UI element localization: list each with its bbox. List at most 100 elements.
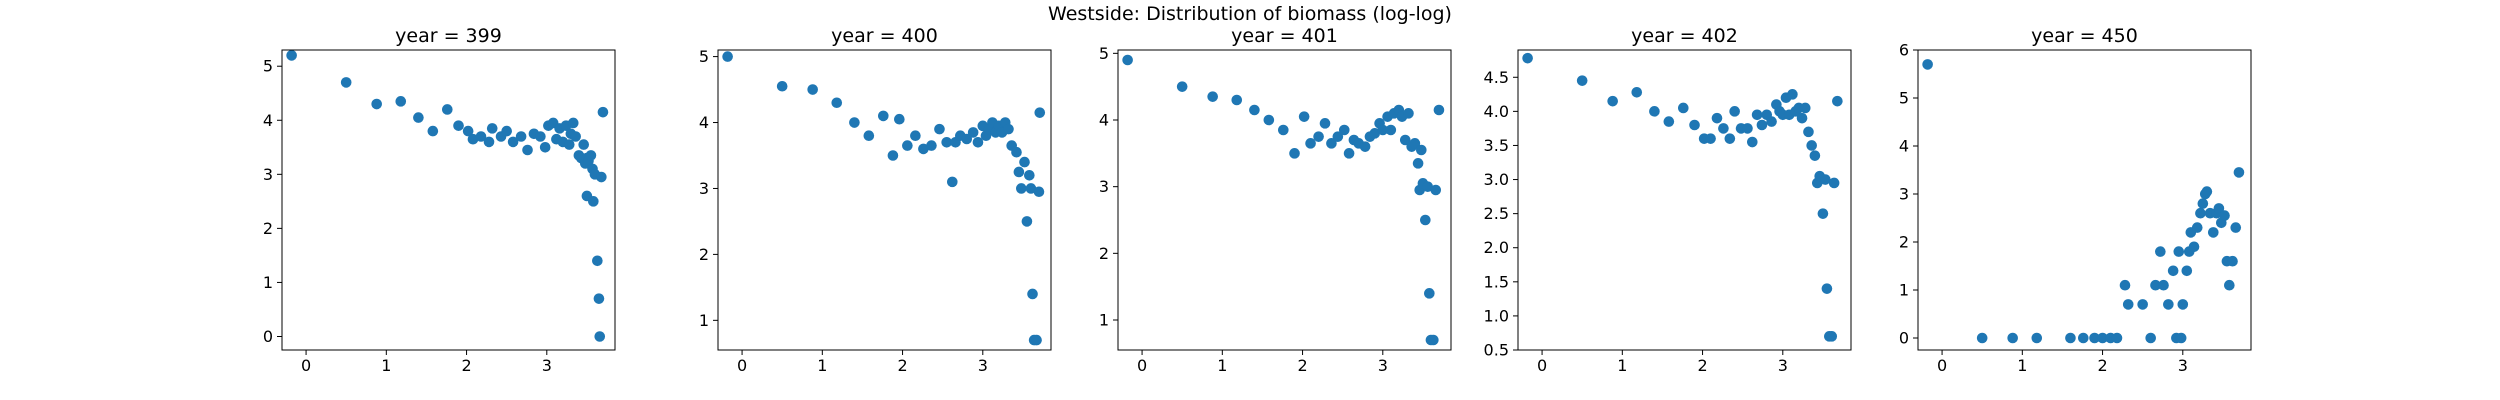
data-point (2195, 207, 2206, 219)
panel-title: year = 402 (1631, 25, 1738, 47)
data-point (1724, 133, 1736, 144)
x-tick-label: 3 (1378, 356, 1388, 375)
y-tick-label: 0.5 (1484, 341, 1509, 360)
x-tick-label: 1 (1217, 356, 1227, 375)
data-point (1034, 107, 1046, 118)
axes-frame (1517, 49, 1852, 351)
data-point (1207, 91, 1218, 102)
y-tick-label: 3 (1899, 185, 1909, 204)
x-tick-label: 3 (978, 356, 988, 375)
data-point (1319, 118, 1331, 129)
data-point (2122, 299, 2134, 310)
y-tick-label: 4 (699, 113, 709, 132)
data-point (1809, 150, 1821, 161)
data-point (2230, 222, 2242, 233)
data-point (1343, 148, 1355, 159)
x-tick-label: 2 (1297, 356, 1307, 375)
data-point (2155, 246, 2166, 257)
data-point (483, 136, 495, 148)
y-tick-label: 1.5 (1484, 272, 1509, 291)
y-tick-label: 2 (263, 219, 273, 238)
data-point (1377, 124, 1389, 136)
data-point (1428, 334, 1439, 346)
data-point (2119, 279, 2131, 291)
data-point (467, 133, 479, 145)
axes-frame (1117, 49, 1452, 351)
x-tick-label: 3 (542, 356, 552, 375)
data-point (2173, 246, 2185, 257)
data-point (1576, 75, 1588, 86)
data-point (934, 123, 945, 135)
data-point (2233, 167, 2245, 178)
x-tick-label: 3 (2178, 356, 2188, 375)
axes-frame (717, 49, 1052, 351)
data-point (1705, 133, 1716, 144)
data-point (593, 293, 605, 304)
data-point (1689, 119, 1700, 131)
data-point (878, 110, 889, 122)
data-point (286, 50, 297, 61)
data-point (1607, 95, 1618, 107)
x-tick-label: 0 (1137, 356, 1147, 375)
data-point (475, 131, 487, 142)
data-point (453, 120, 464, 131)
data-point (2158, 279, 2169, 291)
data-point (395, 96, 407, 107)
data-point (1433, 104, 1445, 116)
data-point (961, 133, 973, 145)
y-tick-label: 5 (1099, 44, 1109, 63)
panel-5: year = 450 0 1 2 3 0 1 2 3 4 5 6 (1899, 25, 2252, 375)
data-point (486, 123, 498, 134)
data-point (2219, 210, 2230, 221)
data-point (563, 139, 575, 150)
data-point (1027, 288, 1038, 300)
y-tick-label: 2.0 (1484, 238, 1509, 257)
data-point (722, 51, 733, 62)
data-point (539, 142, 551, 153)
data-point (1832, 95, 1843, 107)
data-point (507, 136, 519, 148)
panel-title: year = 400 (831, 25, 938, 47)
data-point (1522, 52, 1533, 64)
y-tick-label: 2 (1099, 244, 1109, 263)
data-point (902, 140, 913, 151)
data-point (863, 130, 875, 142)
y-tick-label: 5 (1899, 89, 1909, 108)
data-point (941, 137, 952, 148)
data-point (1231, 94, 1243, 106)
data-point (2137, 299, 2148, 310)
data-point (1756, 119, 1768, 131)
data-point (1976, 332, 1988, 344)
data-point (1796, 112, 1808, 124)
data-point (585, 150, 597, 161)
data-point (926, 140, 937, 151)
data-point (501, 125, 512, 137)
data-point (894, 113, 905, 125)
data-point (1821, 283, 1833, 294)
data-point (918, 143, 929, 155)
data-point (776, 80, 788, 92)
data-point (1399, 134, 1411, 146)
data-point (1003, 123, 1014, 135)
y-tick-label: 3 (1099, 177, 1109, 196)
data-point (1678, 102, 1689, 114)
data-point (1412, 158, 1424, 169)
panel-3: year = 401 0 1 2 3 1 2 3 4 5 (1099, 25, 1452, 375)
data-point (1122, 54, 1133, 66)
data-point (522, 144, 533, 156)
axes-frame (1917, 49, 2252, 351)
data-point (1817, 208, 1829, 219)
x-tick-label: 0 (1537, 356, 1547, 375)
x-tick-label: 1 (381, 356, 391, 375)
y-tick-label: 1 (263, 273, 273, 292)
data-point (1263, 114, 1275, 126)
data-point (413, 112, 424, 123)
data-point (1385, 124, 1397, 136)
data-point (1031, 334, 1042, 346)
y-tick-label: 4 (263, 111, 273, 130)
y-tick-label: 2.5 (1484, 204, 1509, 223)
data-point (947, 176, 958, 188)
